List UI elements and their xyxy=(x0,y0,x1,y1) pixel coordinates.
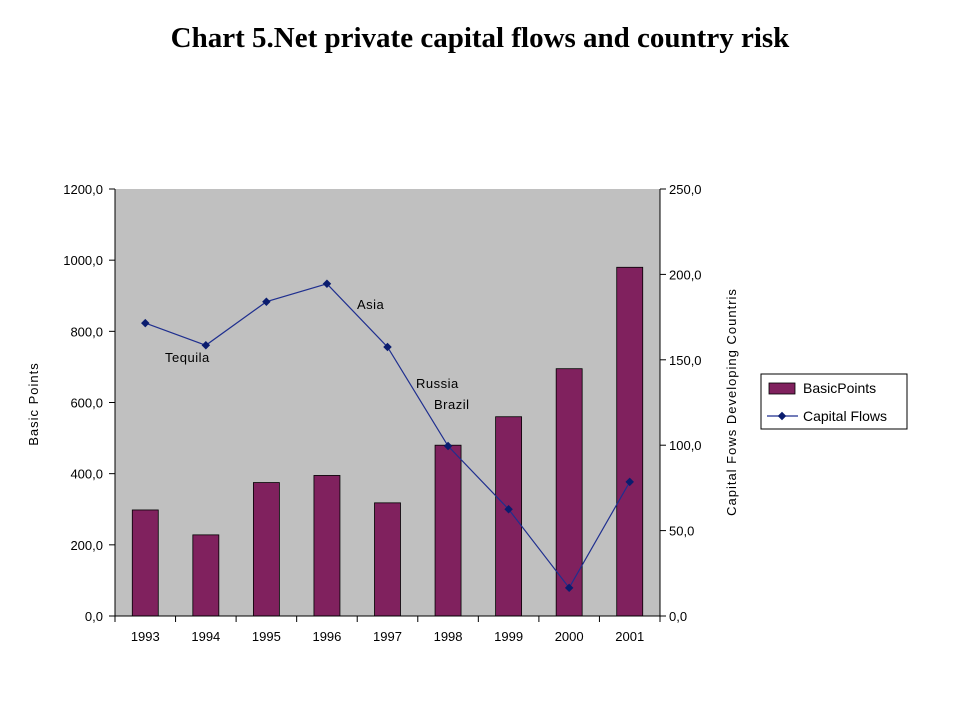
y-tick-label: 1200,0 xyxy=(63,182,103,197)
x-tick-label: 1993 xyxy=(131,629,160,644)
bar-1999 xyxy=(495,416,523,617)
y2-axis-title: Capital Fows Developing Countris xyxy=(724,288,739,516)
y2-tick-label: 150,0 xyxy=(669,353,702,368)
y-tick-label: 0,0 xyxy=(85,609,103,624)
legend-label-basicpoints: BasicPoints xyxy=(803,380,876,396)
point-1999 xyxy=(504,505,513,514)
y2-tick-label: 200,0 xyxy=(669,267,702,282)
y-tick-label: 1000,0 xyxy=(63,253,103,268)
point-1994 xyxy=(201,341,211,350)
bar-1998 xyxy=(434,444,462,617)
x-tick-label: 1995 xyxy=(252,629,281,644)
legend-swatch-basicpoints xyxy=(768,382,796,395)
bar-1994 xyxy=(192,534,220,617)
point-1995 xyxy=(262,297,271,306)
point-1993 xyxy=(141,318,150,328)
point-2001 xyxy=(625,477,634,487)
point-2000 xyxy=(564,583,574,593)
x-tick-label: 1999 xyxy=(494,629,523,644)
bar-1996 xyxy=(313,475,341,617)
y-tick-label: 200,0 xyxy=(70,538,103,553)
y2-tick-label: 50,0 xyxy=(669,524,694,539)
y-tick-label: 600,0 xyxy=(70,396,103,411)
legend-label-capitalflows: Capital Flows xyxy=(803,408,887,424)
bar-1997 xyxy=(374,502,401,617)
bar-2001 xyxy=(616,266,644,617)
y-tick-label: 400,0 xyxy=(70,467,103,482)
x-tick-label: 1998 xyxy=(434,629,463,644)
x-tick-label: 2001 xyxy=(615,629,644,644)
legend: BasicPoints Capital Flows xyxy=(760,373,908,430)
page-title: Chart 5.Net private capital flows and co… xyxy=(170,22,790,54)
bar-1993 xyxy=(131,509,159,617)
axes: 0,0 200,0 400,0 600,0 800,0 1000,0 1200,0 0,0 50… xyxy=(63,182,701,644)
y-tick-label: 800,0 xyxy=(70,324,103,339)
y2-tick-label: 250,0 xyxy=(669,182,702,197)
annotation-russia: Russia xyxy=(416,376,459,391)
x-tick-label: 1996 xyxy=(312,629,341,644)
annotation-asia: Asia xyxy=(357,297,385,312)
x-tick-label: 2000 xyxy=(555,629,584,644)
line-series xyxy=(141,279,634,593)
bar-2000 xyxy=(555,368,583,617)
annotation-tequila: Tequila xyxy=(165,350,210,365)
annotation-brazil: Brazil xyxy=(434,397,470,412)
y2-tick-label: 100,0 xyxy=(669,438,702,453)
legend-marker-capitalflows xyxy=(777,411,787,421)
y-axis-title: Basic Points xyxy=(26,362,41,446)
point-1998 xyxy=(443,441,453,451)
x-tick-label: 1994 xyxy=(191,629,220,644)
y2-tick-label: 0,0 xyxy=(669,609,687,624)
bar-1995 xyxy=(252,482,280,617)
point-1997 xyxy=(383,342,392,352)
bar-series xyxy=(131,266,644,617)
x-tick-label: 1997 xyxy=(373,629,402,644)
point-1996 xyxy=(322,279,332,289)
